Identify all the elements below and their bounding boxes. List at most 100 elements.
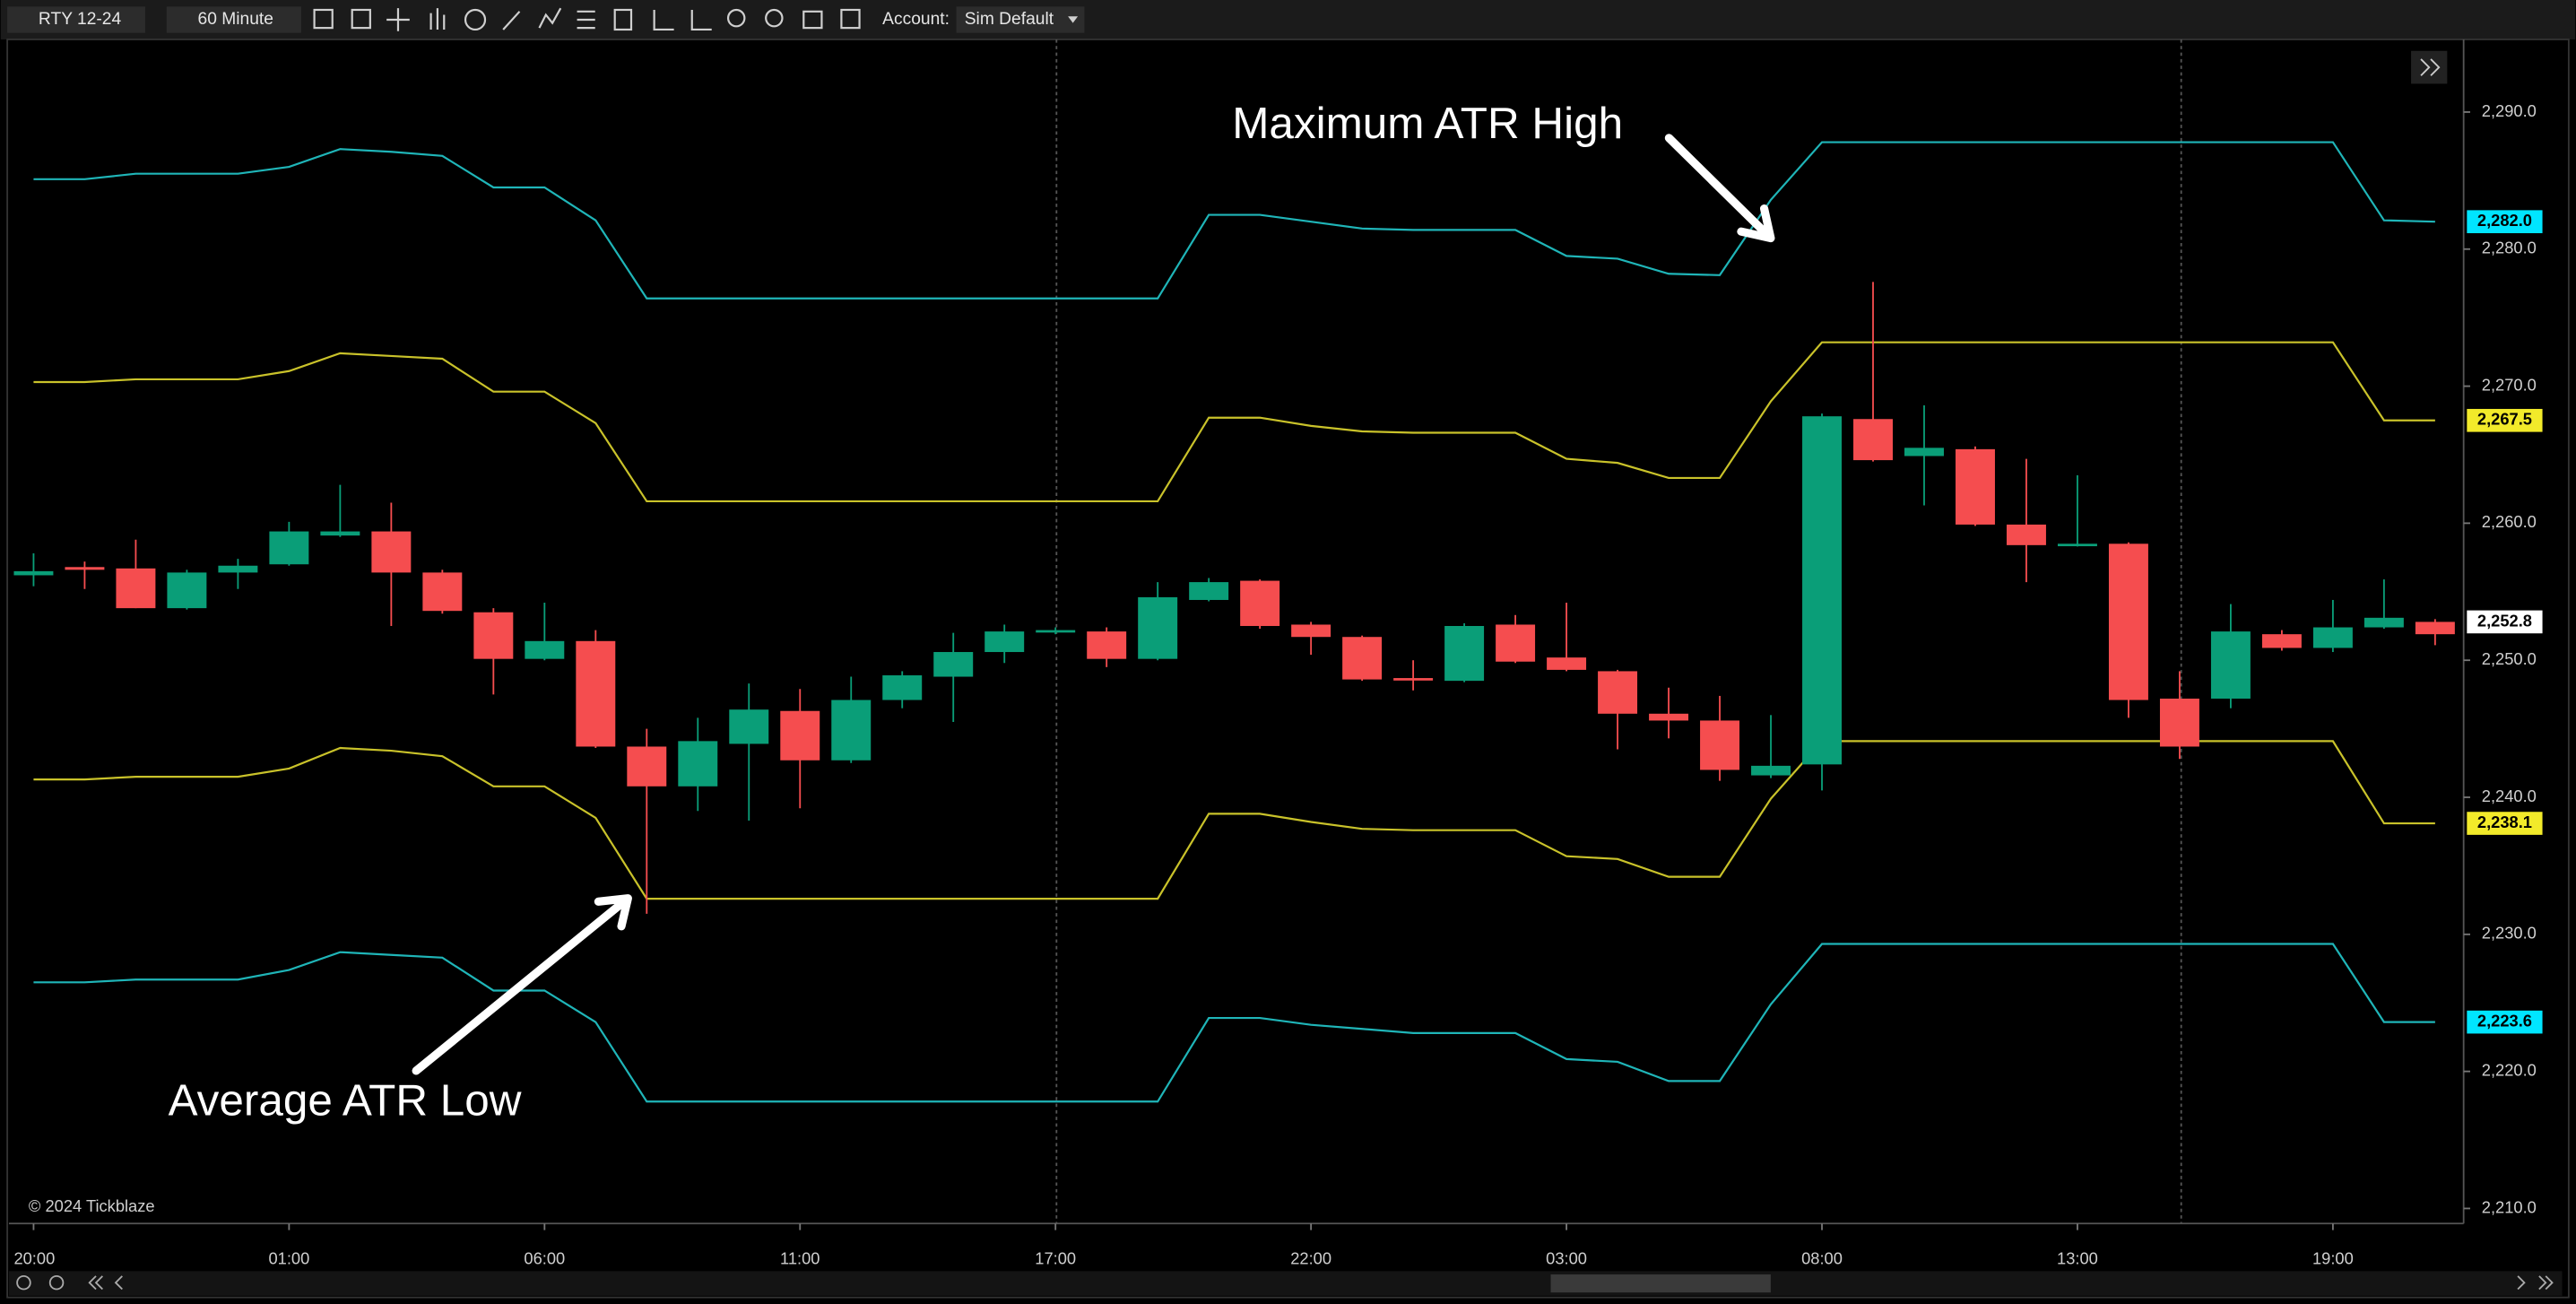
price-label: 2,223.6 xyxy=(2477,1011,2532,1030)
tool-icon[interactable] xyxy=(653,9,674,31)
annotation: Maximum ATR High xyxy=(1232,99,1623,148)
tool-icon[interactable] xyxy=(386,8,410,31)
candle-body xyxy=(1342,637,1383,680)
tool-icon[interactable] xyxy=(690,9,712,31)
x-tick-label: 03:00 xyxy=(1546,1248,1587,1267)
candle-body xyxy=(1547,657,1587,670)
tool-icon[interactable] xyxy=(313,8,334,30)
symbol[interactable]: RTY 12-24 xyxy=(39,10,122,29)
y-tick-label: 2,220.0 xyxy=(2482,1060,2537,1079)
tool-icon[interactable] xyxy=(538,7,562,29)
x-tick-label: 13:00 xyxy=(2057,1248,2098,1267)
candle-body xyxy=(1496,624,1536,662)
scroll-right[interactable] xyxy=(2517,1275,2526,1291)
candle-body xyxy=(933,652,974,677)
x-tick-label: 22:00 xyxy=(1290,1248,1331,1267)
scroll-start[interactable] xyxy=(88,1275,103,1291)
symbol-box[interactable] xyxy=(7,6,145,33)
atr-band xyxy=(33,740,2435,900)
candle-body xyxy=(1138,596,1178,659)
zoom-in[interactable] xyxy=(48,1274,65,1291)
candle-body xyxy=(2108,543,2148,700)
tool-icon[interactable] xyxy=(802,10,823,30)
candle-body xyxy=(2364,617,2404,628)
tool-icon[interactable] xyxy=(464,8,487,31)
candle-body xyxy=(1751,765,1791,776)
y-tick-label: 2,250.0 xyxy=(2482,649,2537,668)
candle-body xyxy=(2261,634,2302,648)
dropdown-arrow[interactable] xyxy=(1068,16,1079,23)
annotation-arrow xyxy=(1664,134,1775,243)
candle-body xyxy=(1853,419,1893,461)
candle-body xyxy=(525,640,565,659)
x-tick-label: 20:00 xyxy=(13,1248,55,1267)
candle-body xyxy=(1240,580,1280,626)
candle-body xyxy=(882,675,923,700)
account-box[interactable] xyxy=(956,6,1085,33)
tool-icon[interactable] xyxy=(840,8,861,30)
tool-icon[interactable] xyxy=(726,8,746,28)
scroll-thumb[interactable] xyxy=(1550,1274,1771,1293)
x-tick-label: 06:00 xyxy=(524,1248,565,1267)
interval[interactable]: 60 Minute xyxy=(198,10,273,29)
y-tick-label: 2,280.0 xyxy=(2482,239,2537,257)
y-tick-label: 2,290.0 xyxy=(2482,101,2537,120)
candle-body xyxy=(2210,631,2251,699)
price-label-box xyxy=(2467,610,2543,634)
candle-body xyxy=(1956,448,1995,525)
candle-body xyxy=(218,565,258,573)
candle-body xyxy=(576,640,616,747)
tool-icon[interactable] xyxy=(351,8,371,30)
x-tick-label: 11:00 xyxy=(780,1248,820,1267)
annotation-arrow xyxy=(412,894,632,1075)
scroll-controls xyxy=(16,1274,2554,1291)
candle-body xyxy=(1087,631,1127,659)
x-tick-label: 01:00 xyxy=(268,1248,309,1267)
x-tick-label: 08:00 xyxy=(1801,1248,1843,1267)
scrollbar[interactable] xyxy=(8,1271,2563,1296)
tool-icon[interactable] xyxy=(765,8,784,28)
tool-icon[interactable] xyxy=(429,8,446,30)
candle-body xyxy=(678,741,718,787)
interval-box[interactable] xyxy=(166,6,301,33)
tool-icon[interactable] xyxy=(613,8,633,31)
candle-body xyxy=(167,572,207,609)
plot: 2,210.0 2,220.0 2,230.0 2,240.0 2,250.0 2,260… xyxy=(13,101,2537,1267)
price-label-box xyxy=(2467,812,2543,835)
candle-body xyxy=(320,531,360,536)
candle-body xyxy=(1393,678,1434,681)
scroll-end[interactable] xyxy=(2538,1275,2554,1291)
candle-body xyxy=(2057,543,2097,547)
candle-body xyxy=(65,567,105,570)
price-label: 2,252.8 xyxy=(2477,611,2532,630)
atr-band xyxy=(33,141,2435,300)
candle-body xyxy=(2159,698,2199,747)
watermark: © 2024 Tickblaze xyxy=(29,1196,155,1215)
candle-body xyxy=(984,631,1025,653)
candle-body xyxy=(1444,625,1485,682)
tool-icon[interactable] xyxy=(577,10,595,30)
candle-body xyxy=(729,709,769,744)
annotation: Average ATR Low xyxy=(169,1076,522,1126)
account[interactable]: Sim Default xyxy=(965,10,1054,29)
scroll-left[interactable] xyxy=(114,1275,123,1291)
tool-icon[interactable] xyxy=(502,11,521,30)
y-tick-label: 2,240.0 xyxy=(2482,787,2537,805)
y-tick-label: 2,210.0 xyxy=(2482,1197,2537,1216)
candle-body xyxy=(2312,627,2353,648)
candle-body xyxy=(1649,713,1689,721)
candle-body xyxy=(371,531,412,573)
candle-body xyxy=(1598,671,1638,714)
candle-body xyxy=(1802,416,1842,765)
price-label-box xyxy=(2467,408,2543,432)
y-tick-label: 2,230.0 xyxy=(2482,924,2537,943)
candle-body xyxy=(780,710,820,761)
frame xyxy=(6,39,2570,1299)
price-label-box xyxy=(2467,210,2543,234)
price-label-box xyxy=(2467,1010,2543,1034)
candle-body xyxy=(1036,630,1076,633)
zoom-out[interactable] xyxy=(16,1274,31,1291)
candle-body xyxy=(1904,448,1944,456)
